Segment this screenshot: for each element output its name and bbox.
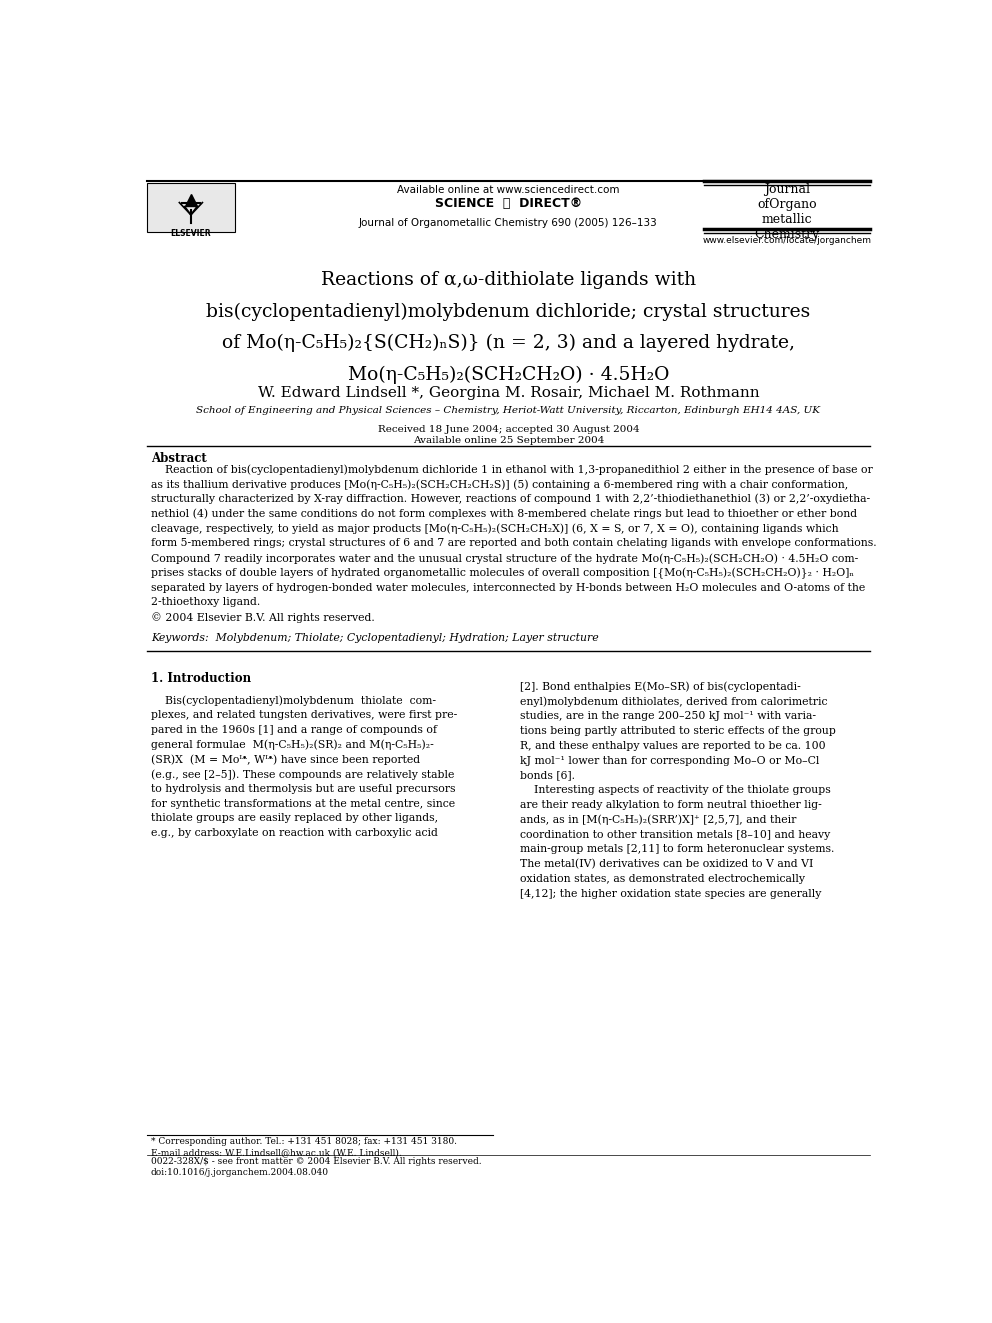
Text: (SR)X  (M = Moᴵᵜ, Wᴵᵜ) have since been reported: (SR)X (M = Moᴵᵜ, Wᴵᵜ) have since been re… bbox=[151, 754, 420, 765]
Text: main-group metals [2,11] to form heteronuclear systems.: main-group metals [2,11] to form heteron… bbox=[520, 844, 834, 855]
Text: ands, as in [M(η-C₅H₅)₂(SRR’)X]⁺ [2,5,7], and their: ands, as in [M(η-C₅H₅)₂(SRR’)X]⁺ [2,5,7]… bbox=[520, 815, 797, 826]
Text: (e.g., see [2–5]). These compounds are relatively stable: (e.g., see [2–5]). These compounds are r… bbox=[151, 769, 454, 779]
Text: Journal of Organometallic Chemistry 690 (2005) 126–133: Journal of Organometallic Chemistry 690 … bbox=[359, 218, 658, 228]
Text: as its thallium derivative produces [Mo(η-C₅H₅)₂(SCH₂CH₂CH₂S)] (5) containing a : as its thallium derivative produces [Mo(… bbox=[151, 479, 848, 490]
Text: E-mail address: W.E.Lindsell@hw.ac.uk (W.E. Lindsell).: E-mail address: W.E.Lindsell@hw.ac.uk (W… bbox=[151, 1148, 402, 1156]
Text: cleavage, respectively, to yield as major products [Mo(η-C₅H₅)₂(SCH₂CH₂X)] (6, X: cleavage, respectively, to yield as majo… bbox=[151, 524, 838, 534]
Text: Interesting aspects of reactivity of the thiolate groups: Interesting aspects of reactivity of the… bbox=[520, 786, 830, 795]
Text: * Corresponding author. Tel.: +131 451 8028; fax: +131 451 3180.: * Corresponding author. Tel.: +131 451 8… bbox=[151, 1136, 457, 1146]
Bar bbox=[147, 183, 235, 232]
Text: The metal(IV) derivatives can be oxidized to V and VI: The metal(IV) derivatives can be oxidize… bbox=[520, 859, 813, 869]
Text: to hydrolysis and thermolysis but are useful precursors: to hydrolysis and thermolysis but are us… bbox=[151, 783, 455, 794]
Text: Journal
ofOrgano
metallic
Chemistry: Journal ofOrgano metallic Chemistry bbox=[754, 183, 819, 241]
Text: R, and these enthalpy values are reported to be ca. 100: R, and these enthalpy values are reporte… bbox=[520, 741, 825, 751]
Text: bis(cyclopentadienyl)molybdenum dichloride; crystal structures: bis(cyclopentadienyl)molybdenum dichlori… bbox=[206, 303, 810, 320]
Text: enyl)molybdenum dithiolates, derived from calorimetric: enyl)molybdenum dithiolates, derived fro… bbox=[520, 697, 827, 708]
Text: pared in the 1960s [1] and a range of compounds of: pared in the 1960s [1] and a range of co… bbox=[151, 725, 436, 734]
Text: Keywords:  Molybdenum; Thiolate; Cyclopentadienyl; Hydration; Layer structure: Keywords: Molybdenum; Thiolate; Cyclopen… bbox=[151, 632, 598, 643]
Text: are their ready alkylation to form neutral thioether lig-: are their ready alkylation to form neutr… bbox=[520, 800, 821, 810]
Text: Reaction of bis(cyclopentadienyl)molybdenum dichloride 1 in ethanol with 1,3-pro: Reaction of bis(cyclopentadienyl)molybde… bbox=[151, 464, 873, 475]
Text: Reactions of α,ω-dithiolate ligands with: Reactions of α,ω-dithiolate ligands with bbox=[320, 271, 696, 288]
Text: www.elsevier.com/locate/jorganchem: www.elsevier.com/locate/jorganchem bbox=[702, 237, 871, 245]
Text: School of Engineering and Physical Sciences – Chemistry, Heriot-Watt University,: School of Engineering and Physical Scien… bbox=[196, 406, 820, 415]
Text: 2-thioethoxy ligand.: 2-thioethoxy ligand. bbox=[151, 597, 260, 607]
Text: separated by layers of hydrogen-bonded water molecules, interconnected by H-bond: separated by layers of hydrogen-bonded w… bbox=[151, 582, 865, 593]
Text: prises stacks of double layers of hydrated organometallic molecules of overall c: prises stacks of double layers of hydrat… bbox=[151, 568, 854, 579]
Text: studies, are in the range 200–250 kJ mol⁻¹ with varia-: studies, are in the range 200–250 kJ mol… bbox=[520, 712, 816, 721]
Text: form 5-membered rings; crystal structures of 6 and 7 are reported and both conta: form 5-membered rings; crystal structure… bbox=[151, 538, 877, 548]
Text: coordination to other transition metals [8–10] and heavy: coordination to other transition metals … bbox=[520, 830, 830, 840]
Text: structurally characterized by X-ray diffraction. However, reactions of compound : structurally characterized by X-ray diff… bbox=[151, 493, 870, 504]
Text: Bis(cyclopentadienyl)molybdenum  thiolate  com-: Bis(cyclopentadienyl)molybdenum thiolate… bbox=[151, 695, 435, 705]
Text: general formulae  M(η-C₅H₅)₂(SR)₂ and M(η-C₅H₅)₂-: general formulae M(η-C₅H₅)₂(SR)₂ and M(η… bbox=[151, 740, 434, 750]
Text: bonds [6].: bonds [6]. bbox=[520, 770, 575, 781]
Text: nethiol (4) under the same conditions do not form complexes with 8-membered chel: nethiol (4) under the same conditions do… bbox=[151, 508, 857, 519]
Text: for synthetic transformations at the metal centre, since: for synthetic transformations at the met… bbox=[151, 799, 455, 808]
Text: W. Edward Lindsell *, Georgina M. Rosair, Michael M. Rothmann: W. Edward Lindsell *, Georgina M. Rosair… bbox=[258, 386, 759, 400]
Text: oxidation states, as demonstrated electrochemically: oxidation states, as demonstrated electr… bbox=[520, 875, 805, 884]
Text: Mo(η-C₅H₅)₂(SCH₂CH₂O) · 4.5H₂O: Mo(η-C₅H₅)₂(SCH₂CH₂O) · 4.5H₂O bbox=[348, 365, 669, 384]
Text: ELSEVIER: ELSEVIER bbox=[171, 229, 211, 238]
Text: tions being partly attributed to steric effects of the group: tions being partly attributed to steric … bbox=[520, 726, 836, 736]
Text: Compound 7 readily incorporates water and the unusual crystal structure of the h: Compound 7 readily incorporates water an… bbox=[151, 553, 858, 564]
Text: © 2004 Elsevier B.V. All rights reserved.: © 2004 Elsevier B.V. All rights reserved… bbox=[151, 613, 375, 623]
Text: e.g., by carboxylate on reaction with carboxylic acid: e.g., by carboxylate on reaction with ca… bbox=[151, 828, 437, 837]
Text: Available online 25 September 2004: Available online 25 September 2004 bbox=[413, 435, 604, 445]
Text: doi:10.1016/j.jorganchem.2004.08.040: doi:10.1016/j.jorganchem.2004.08.040 bbox=[151, 1168, 329, 1177]
Text: kJ mol⁻¹ lower than for corresponding Mo–O or Mo–Cl: kJ mol⁻¹ lower than for corresponding Mo… bbox=[520, 755, 819, 766]
Text: thiolate groups are easily replaced by other ligands,: thiolate groups are easily replaced by o… bbox=[151, 814, 438, 823]
Text: SCIENCE  ⓓ  DIRECT®: SCIENCE ⓓ DIRECT® bbox=[434, 197, 582, 210]
Text: plexes, and related tungsten derivatives, were first pre-: plexes, and related tungsten derivatives… bbox=[151, 710, 457, 720]
Text: of Mo(η-C₅H₅)₂{S(CH₂)ₙS)} (n = 2, 3) and a layered hydrate,: of Mo(η-C₅H₅)₂{S(CH₂)ₙS)} (n = 2, 3) and… bbox=[222, 333, 795, 352]
Text: 0022-328X/$ - see front matter © 2004 Elsevier B.V. All rights reserved.: 0022-328X/$ - see front matter © 2004 El… bbox=[151, 1158, 481, 1166]
Text: Received 18 June 2004; accepted 30 August 2004: Received 18 June 2004; accepted 30 Augus… bbox=[378, 425, 639, 434]
Text: Abstract: Abstract bbox=[151, 452, 206, 466]
Text: Available online at www.sciencedirect.com: Available online at www.sciencedirect.co… bbox=[397, 185, 620, 196]
Text: [4,12]; the higher oxidation state species are generally: [4,12]; the higher oxidation state speci… bbox=[520, 889, 821, 898]
Text: [2]. Bond enthalpies E(Mo–SR) of bis(cyclopentadi-: [2]. Bond enthalpies E(Mo–SR) of bis(cyc… bbox=[520, 681, 801, 692]
Text: 1. Introduction: 1. Introduction bbox=[151, 672, 251, 685]
